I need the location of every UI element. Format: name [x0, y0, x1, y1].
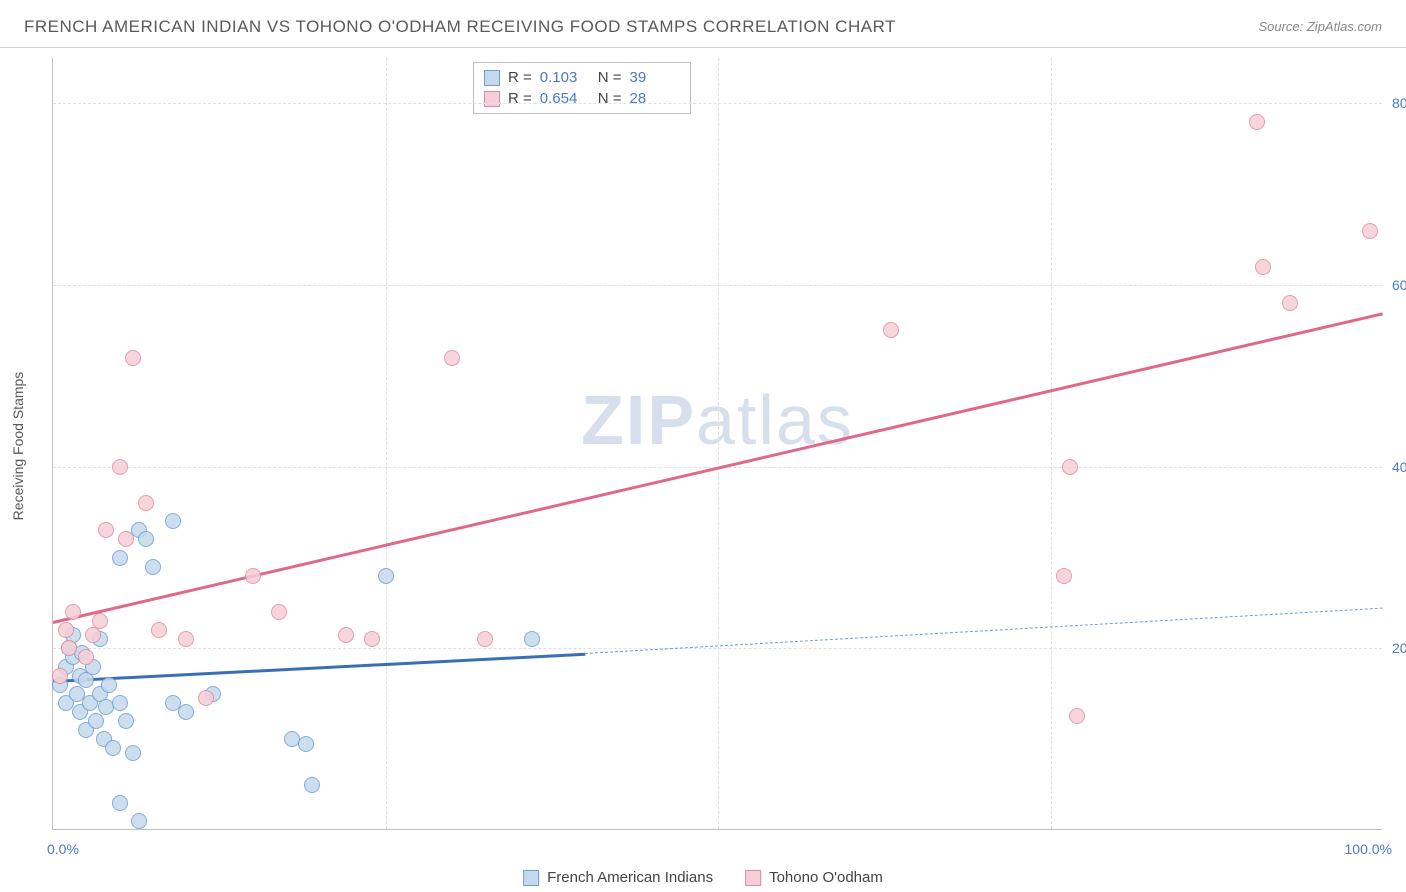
data-point — [378, 568, 394, 584]
data-point — [338, 627, 354, 643]
y-tick-label: 40.0% — [1392, 459, 1406, 475]
data-point — [105, 740, 121, 756]
y-axis-label: Receiving Food Stamps — [10, 372, 26, 521]
data-point — [138, 495, 154, 511]
data-point — [245, 568, 261, 584]
data-point — [1249, 114, 1265, 130]
data-point — [58, 622, 74, 638]
legend-item: Tohono O'odham — [745, 869, 883, 886]
data-point — [1362, 223, 1378, 239]
stats-r-label: R = — [508, 90, 532, 107]
data-point — [131, 813, 147, 829]
data-point — [883, 322, 899, 338]
plot-area: ZIPatlas R =0.103N =39R =0.654N =28 20.0… — [52, 58, 1382, 830]
stats-r-value: 0.103 — [540, 69, 590, 86]
stats-r-label: R = — [508, 69, 532, 86]
legend-swatch — [484, 70, 500, 86]
stats-row: R = 0.654 N = 28 — [484, 88, 680, 109]
legend-swatch — [523, 870, 539, 886]
y-tick-label: 20.0% — [1392, 640, 1406, 656]
data-point — [198, 690, 214, 706]
gridline — [1051, 58, 1052, 829]
data-point — [112, 795, 128, 811]
legend-item: French American Indians — [523, 869, 713, 886]
x-tick-label: 0.0% — [47, 841, 79, 857]
data-point — [1282, 295, 1298, 311]
data-point — [524, 631, 540, 647]
data-point — [1062, 459, 1078, 475]
data-point — [78, 649, 94, 665]
data-point — [112, 550, 128, 566]
stats-r-value: 0.654 — [540, 90, 590, 107]
data-point — [61, 640, 77, 656]
data-point — [178, 631, 194, 647]
data-point — [92, 613, 108, 629]
legend-swatch — [745, 870, 761, 886]
chart-title: FRENCH AMERICAN INDIAN VS TOHONO O'ODHAM… — [24, 17, 896, 37]
source-label: Source: ZipAtlas.com — [1258, 19, 1382, 34]
gridline — [386, 58, 387, 829]
data-point — [112, 459, 128, 475]
data-point — [101, 677, 117, 693]
data-point — [165, 513, 181, 529]
data-point — [151, 622, 167, 638]
bottom-legend: French American Indians Tohono O'odham — [523, 869, 883, 886]
legend-label: French American Indians — [547, 869, 713, 886]
data-point — [444, 350, 460, 366]
data-point — [112, 695, 128, 711]
data-point — [298, 736, 314, 752]
data-point — [1069, 708, 1085, 724]
data-point — [88, 713, 104, 729]
data-point — [78, 672, 94, 688]
stats-n-value: 39 — [630, 69, 680, 86]
data-point — [1056, 568, 1072, 584]
legend-label: Tohono O'odham — [769, 869, 883, 886]
data-point — [304, 777, 320, 793]
data-point — [271, 604, 287, 620]
data-point — [118, 531, 134, 547]
data-point — [125, 745, 141, 761]
data-point — [178, 704, 194, 720]
data-point — [118, 713, 134, 729]
stats-n-label: N = — [598, 90, 622, 107]
stats-row: R = 0.103 N = 39 — [484, 67, 680, 88]
data-point — [145, 559, 161, 575]
stats-n-value: 28 — [630, 90, 680, 107]
data-point — [364, 631, 380, 647]
trend-line — [585, 607, 1383, 654]
data-point — [138, 531, 154, 547]
data-point — [52, 668, 68, 684]
stats-n-label: N = — [598, 69, 622, 86]
chart-header: FRENCH AMERICAN INDIAN VS TOHONO O'ODHAM… — [0, 0, 1406, 48]
x-tick-label: 100.0% — [1345, 841, 1392, 857]
data-point — [65, 604, 81, 620]
trend-line — [53, 653, 585, 683]
gridline — [718, 58, 719, 829]
data-point — [125, 350, 141, 366]
y-tick-label: 80.0% — [1392, 95, 1406, 111]
stats-legend-box: R = 0.103 N = 39 R = 0.654 N = 28 — [473, 62, 691, 114]
data-point — [98, 522, 114, 538]
data-point — [477, 631, 493, 647]
data-point — [85, 627, 101, 643]
data-point — [1255, 259, 1271, 275]
y-tick-label: 60.0% — [1392, 277, 1406, 293]
